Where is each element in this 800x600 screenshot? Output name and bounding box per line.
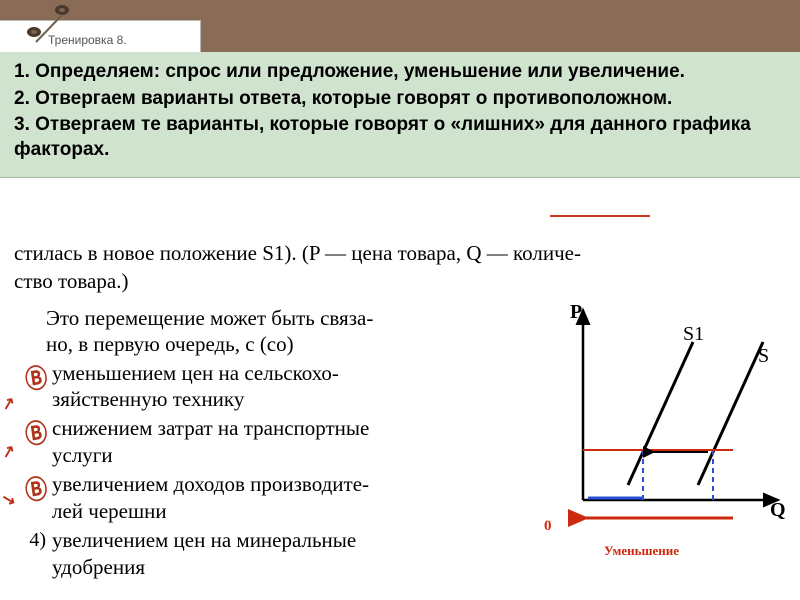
s1-label: S1	[683, 323, 704, 345]
scanned-content: стилась в новое положение S1). (P — цена…	[0, 240, 800, 600]
supply-shift-chart: P Q S S1	[558, 300, 790, 560]
option-2-marker: Ⓑ	[22, 412, 49, 452]
question-intro: Это перемещение может быть связа- но, в …	[46, 305, 552, 358]
margin-marks: ↗ ↗ ↘	[2, 380, 20, 524]
option-3-marker: Ⓑ	[22, 467, 49, 507]
option-1-text: уменьшением цен на сельскохо- зяйственну…	[52, 360, 339, 414]
option-4-text: увеличением цен на минеральные удобрения	[52, 527, 356, 581]
question-block: Это перемещение может быть связа- но, в …	[12, 305, 552, 583]
q-label: Q	[770, 499, 786, 521]
option-3: Ⓑ увеличением доходов производите- лей ч…	[12, 471, 552, 525]
option-4-number: 4)	[29, 529, 46, 551]
slide-title: Тренировка 8.	[48, 33, 127, 47]
scan-line-b: ство товара.)	[14, 268, 800, 294]
underline-red	[550, 215, 650, 217]
option-3-text: увеличением доходов производите- лей чер…	[52, 471, 369, 525]
instruction-2: 2. Отвергаем варианты ответа, которые го…	[14, 87, 786, 112]
p-label: P	[570, 301, 582, 323]
option-4: 4) увеличением цен на минеральные удобре…	[12, 527, 552, 581]
s-label: S	[758, 345, 769, 367]
option-1: Ⓑ уменьшением цен на сельскохо- зяйствен…	[12, 360, 552, 414]
curve-s1	[628, 342, 693, 485]
top-bar: Тренировка 8.	[0, 0, 800, 52]
origin-label: 0	[544, 518, 552, 535]
option-2-text: снижением затрат на транспортные услуги	[52, 415, 369, 469]
scan-line-a: стилась в новое положение S1). (P — цена…	[14, 240, 800, 266]
instruction-1: 1. Определяем: спрос или предложение, ум…	[14, 60, 786, 85]
option-2: Ⓑ снижением затрат на транспортные услуг…	[12, 415, 552, 469]
instruction-3: 3. Отвергаем те варианты, которые говоря…	[14, 113, 786, 162]
instructions-box: 1. Определяем: спрос или предложение, ум…	[0, 52, 800, 178]
option-1-marker: Ⓑ	[22, 356, 49, 396]
curve-s	[698, 342, 763, 485]
